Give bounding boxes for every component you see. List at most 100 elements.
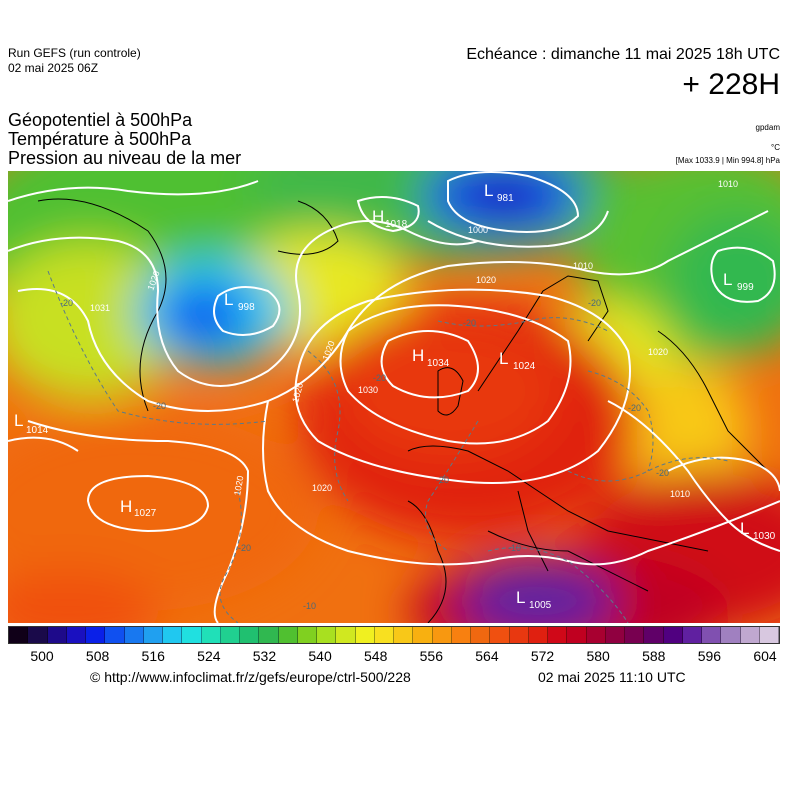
low-1030: L 1030 <box>740 519 776 542</box>
colorbar-swatch <box>374 627 394 643</box>
isotherms <box>47 270 729 623</box>
svg-text:-20: -20 <box>60 298 73 308</box>
colorbar-tick-label: 596 <box>697 648 722 664</box>
svg-text:L: L <box>516 588 525 607</box>
svg-text:L: L <box>740 519 749 538</box>
svg-text:1024: 1024 <box>513 361 536 372</box>
svg-text:1010: 1010 <box>573 261 593 271</box>
unit-temperature: °C <box>771 143 780 152</box>
svg-text:L: L <box>723 270 732 289</box>
colorbar-swatch <box>663 627 683 643</box>
lead-time: + 228H <box>682 68 780 101</box>
colorbar-tick-label: 524 <box>197 648 221 664</box>
title-geopotential: Géopotentiel à 500hPa <box>8 110 193 130</box>
generated-time: 02 mai 2025 11:10 UTC <box>538 669 686 685</box>
low-1005: L 1005 <box>516 588 552 611</box>
colorbar-swatch <box>605 627 625 643</box>
svg-text:-20: -20 <box>436 475 449 485</box>
svg-text:1020: 1020 <box>476 275 496 285</box>
high-1018: H 1018 <box>372 207 408 230</box>
colorbar-swatch <box>394 627 414 643</box>
colorbar-swatch <box>490 627 510 643</box>
colorbar-swatch <box>28 627 48 643</box>
colorbar-swatch <box>240 627 260 643</box>
weather-map: L 981 H 1018 L 998 L 999 H 1034 L 1024 <box>8 171 780 623</box>
colorbar-swatch <box>548 627 568 643</box>
svg-text:1020: 1020 <box>648 347 668 357</box>
svg-text:999: 999 <box>737 282 754 293</box>
svg-text:1000: 1000 <box>468 225 488 235</box>
svg-text:L: L <box>484 181 493 200</box>
colorbar-swatch <box>86 627 106 643</box>
colorbar-swatch <box>682 627 702 643</box>
isotherm-labels: -20 -20 -20 -20 -20 -20 -20 -20 -10 -20 … <box>60 298 669 611</box>
colorbar-tick-label: 516 <box>141 648 165 664</box>
colorbar-swatch <box>586 627 606 643</box>
svg-text:-20: -20 <box>656 468 669 478</box>
svg-text:981: 981 <box>497 193 514 204</box>
colorbar-swatch <box>201 627 221 643</box>
colorbar-swatch <box>471 627 491 643</box>
colorbar-swatch <box>355 627 375 643</box>
svg-text:H: H <box>120 497 132 516</box>
colorbar-swatch <box>66 627 86 643</box>
svg-text:L: L <box>499 349 508 368</box>
colorbar-tick-label: 548 <box>364 648 388 664</box>
svg-text:L: L <box>224 290 233 309</box>
svg-text:-20: -20 <box>588 298 601 308</box>
run-date: 02 mai 2025 06Z <box>8 61 99 75</box>
low-1014: L 1014 <box>14 411 49 436</box>
svg-text:1030: 1030 <box>753 531 776 542</box>
colorbar-swatch <box>644 627 664 643</box>
low-1024: L 1024 <box>499 349 536 372</box>
colorbar-swatch <box>163 627 183 643</box>
svg-text:1030: 1030 <box>358 385 378 395</box>
colorbar-swatch <box>182 627 202 643</box>
valid-time: Echéance : dimanche 11 mai 2025 18h UTC <box>466 46 780 63</box>
colorbar-swatch <box>317 627 337 643</box>
high-1027: H 1027 <box>120 497 157 519</box>
colorbar-tick-label: 500 <box>30 648 54 664</box>
colorbar-swatch <box>451 627 471 643</box>
colorbar-tick-label: 532 <box>252 648 277 664</box>
colorbar-tick-label: 564 <box>475 648 499 664</box>
svg-text:1034: 1034 <box>427 358 450 369</box>
colorbar-swatch <box>740 627 760 643</box>
colorbar-swatch <box>509 627 529 643</box>
svg-text:H: H <box>412 346 424 365</box>
colorbar-swatch <box>259 627 279 643</box>
colorbar-swatch <box>759 627 779 643</box>
colorbar-swatch <box>336 627 356 643</box>
colorbar-swatch <box>297 627 317 643</box>
svg-text:1018: 1018 <box>385 219 408 230</box>
low-999: L 999 <box>723 270 754 293</box>
colorbar-tick-label: 604 <box>753 648 777 664</box>
colorbar-swatch <box>702 627 722 643</box>
svg-text:1010: 1010 <box>718 179 738 189</box>
coastlines <box>37 198 769 623</box>
colorbar-swatch <box>105 627 125 643</box>
colorbar-tick-label: 556 <box>419 648 443 664</box>
colorbar-swatch <box>124 627 144 643</box>
svg-text:-20: -20 <box>628 403 641 413</box>
svg-text:1005: 1005 <box>529 600 552 611</box>
colorbar-swatch <box>143 627 163 643</box>
svg-text:-10: -10 <box>508 543 521 553</box>
colorbar-swatch <box>9 627 29 643</box>
svg-text:1027: 1027 <box>134 508 157 519</box>
unit-geopotential: gpdam <box>755 123 780 132</box>
pressure-centers: L 981 H 1018 L 998 L 999 H 1034 L 1024 <box>14 181 776 611</box>
colorbar-swatch <box>721 627 741 643</box>
colorbar-swatch <box>432 627 452 643</box>
colorbar-tick-label: 540 <box>308 648 332 664</box>
svg-text:-20: -20 <box>373 373 386 383</box>
colorbar-swatch <box>528 627 548 643</box>
colorbar-swatch <box>567 627 587 643</box>
title-pressure: Pression au niveau de la mer <box>8 148 242 168</box>
title-temperature: Température à 500hPa <box>8 129 192 149</box>
svg-text:998: 998 <box>238 302 255 313</box>
colorbar-swatch <box>413 627 433 643</box>
colorbar-tick-label: 580 <box>586 648 610 664</box>
colorbar-tick-label: 572 <box>530 648 555 664</box>
colorbar-ticks: 500 508 516 524 532 540 548 556 564 572 580 588 596 6… <box>8 648 780 666</box>
